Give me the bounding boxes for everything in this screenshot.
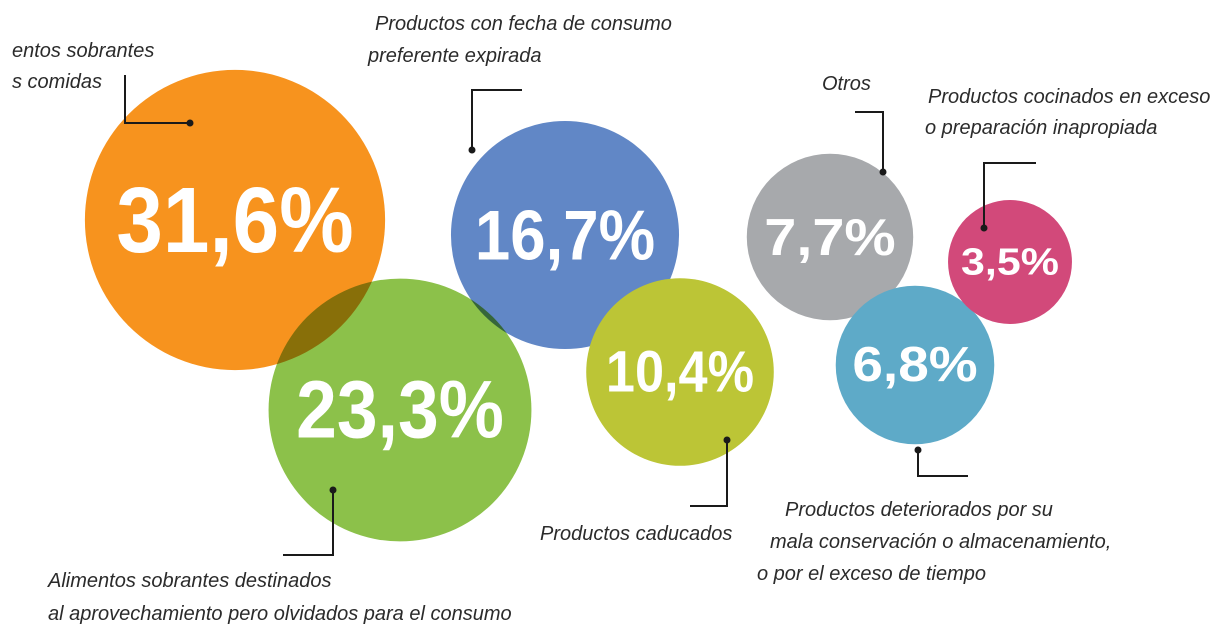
category-label: mala conservación o almacenamiento, (770, 531, 1111, 553)
leader-dot (468, 146, 476, 154)
category-label: o preparación inapropiada (925, 117, 1157, 139)
leader-line (983, 162, 1036, 228)
bubble (746, 153, 914, 321)
leader-line (690, 440, 728, 507)
category-label: o por el exceso de tiempo (757, 563, 986, 585)
bubble (84, 69, 386, 371)
leader-dot (914, 446, 922, 454)
leader-dot (186, 119, 194, 127)
category-label: Productos deteriorados por su (785, 499, 1053, 521)
category-label: Productos caducados (540, 523, 732, 545)
value-label: 23,3% (296, 365, 504, 456)
bubble (450, 120, 680, 350)
leader-dot (980, 224, 988, 232)
category-label: s comidas (12, 71, 102, 93)
bubble (948, 200, 1072, 324)
value-label: 10,4% (606, 340, 754, 405)
leader-line (471, 89, 522, 150)
value-label: 16,7% (475, 196, 655, 275)
category-label: Alimentos sobrantes destinados (47, 570, 332, 592)
leader-line (124, 75, 190, 124)
category-label: preferente expirada (367, 45, 541, 67)
value-label: 6,8% (852, 338, 977, 392)
value-label: 7,7% (764, 208, 895, 266)
category-label: Productos cocinados en exceso (928, 86, 1210, 108)
bubble (268, 278, 532, 542)
category-label: Otros (822, 73, 871, 95)
leader-line (283, 490, 334, 556)
category-label: Productos con fecha de consumo (375, 13, 672, 35)
bubble (835, 285, 995, 445)
leader-dot (879, 168, 887, 176)
value-label: 31,6% (116, 168, 353, 272)
category-label: al aprovechamiento pero olvidados para e… (48, 603, 512, 625)
leader-line (917, 450, 968, 477)
bubble (586, 278, 774, 466)
leader-dot (723, 436, 731, 444)
category-label: entos sobrantes (12, 40, 154, 62)
value-label: 3,5% (961, 241, 1059, 284)
leader-dot (329, 486, 337, 494)
leader-line (855, 111, 884, 172)
